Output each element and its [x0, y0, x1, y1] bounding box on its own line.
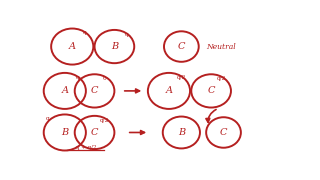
Text: q: q	[76, 75, 79, 80]
Text: q/2: q/2	[216, 76, 226, 81]
Text: q: q	[125, 31, 129, 37]
Text: B: B	[178, 128, 185, 137]
Text: q/2: q/2	[100, 118, 109, 123]
Text: q/2: q/2	[177, 75, 186, 80]
Text: q + q/2: q + q/2	[76, 145, 96, 150]
Text: A: A	[69, 42, 76, 51]
Text: q: q	[83, 30, 86, 35]
Text: B: B	[61, 128, 68, 137]
Text: C: C	[220, 128, 227, 137]
Text: C: C	[91, 128, 98, 137]
Text: q: q	[46, 116, 49, 121]
Text: B: B	[111, 42, 118, 51]
Text: C: C	[178, 42, 185, 51]
Text: A: A	[61, 86, 68, 95]
Text: Neutral: Neutral	[206, 42, 236, 51]
Text: 0: 0	[103, 76, 106, 81]
Text: C: C	[207, 86, 215, 95]
Text: C: C	[91, 86, 98, 95]
Text: A: A	[165, 86, 172, 95]
